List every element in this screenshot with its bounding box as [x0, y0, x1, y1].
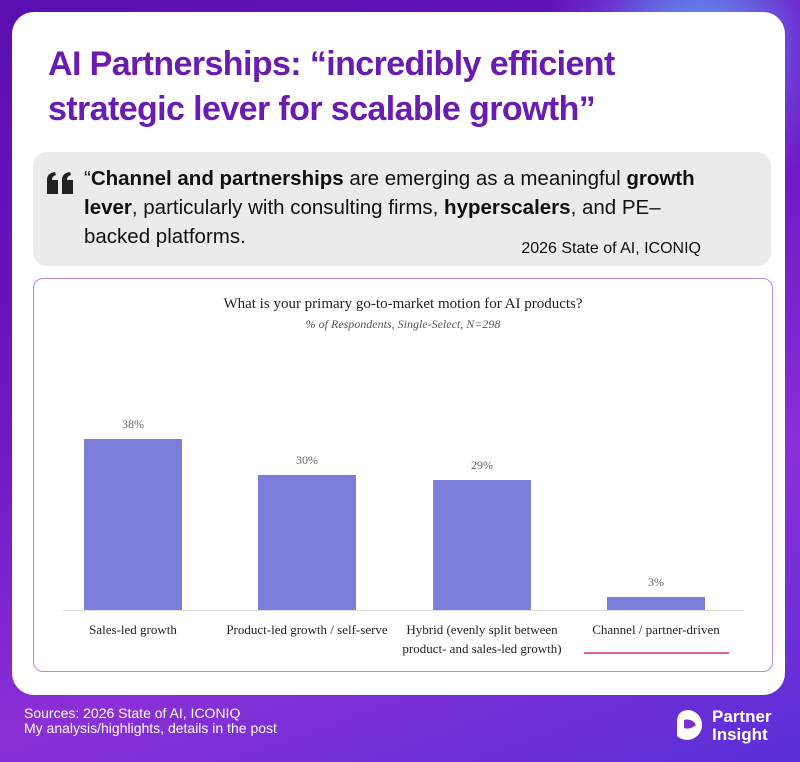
quote-segment: , particularly with consulting firms, [131, 196, 445, 219]
bar [607, 596, 705, 610]
quote-segment: , and PE–backed platforms. [84, 196, 661, 248]
x-tick-label: Hybrid (evenly split between product- an… [402, 622, 562, 656]
bar [433, 479, 531, 610]
quote-segment: hyperscalers [444, 196, 571, 219]
baseline [63, 610, 744, 611]
footer-line: Sources: 2026 State of AI, ICONIQ [24, 705, 241, 721]
quote-box: “Channel and partnerships are emerging a… [33, 152, 771, 266]
logo-line: Insight [712, 725, 768, 744]
chart-title: What is your primary go-to-market motion… [223, 296, 583, 312]
quote-text: “Channel and partnerships are emerging a… [84, 164, 704, 251]
value-label: 30% [296, 453, 318, 467]
logo-line: Partner [712, 707, 772, 726]
quote-segment: “ [84, 167, 91, 190]
quote-segment: Channel and partnerships [90, 167, 344, 190]
chart-subtitle: % of Respondents, Single-Select, N=298 [305, 317, 501, 331]
x-tick-label: Channel / partner-driven [592, 622, 720, 637]
quote-segment: are emerging as a meaningful [343, 167, 627, 190]
quote-source: 2026 State of AI, ICONIQ [521, 240, 701, 257]
chart: What is your primary go-to-market motion… [33, 278, 773, 672]
logo-icon [677, 710, 703, 740]
highlight-underline [584, 652, 729, 654]
bar [258, 475, 356, 610]
footer: Sources: 2026 State of AI, ICONIQ My anal… [24, 706, 277, 736]
value-label: 29% [471, 457, 493, 472]
value-label: 3% [648, 574, 664, 589]
quote-icon [47, 172, 73, 194]
x-tick-label: Sales-led growth [89, 622, 177, 637]
value-label: 38% [122, 417, 144, 431]
quote-segment: growth lever [84, 167, 695, 219]
logo-text: Partner Insight [712, 708, 772, 744]
page-title: AI Partnerships: “incredibly efficient s… [48, 45, 615, 128]
card: AI Partnerships: “incredibly efficient s… [12, 12, 785, 695]
x-tick-label: Product-led growth / self-serve [226, 622, 388, 637]
footer-line: My analysis/highlights, details in the p… [24, 720, 277, 736]
bar [84, 439, 182, 610]
